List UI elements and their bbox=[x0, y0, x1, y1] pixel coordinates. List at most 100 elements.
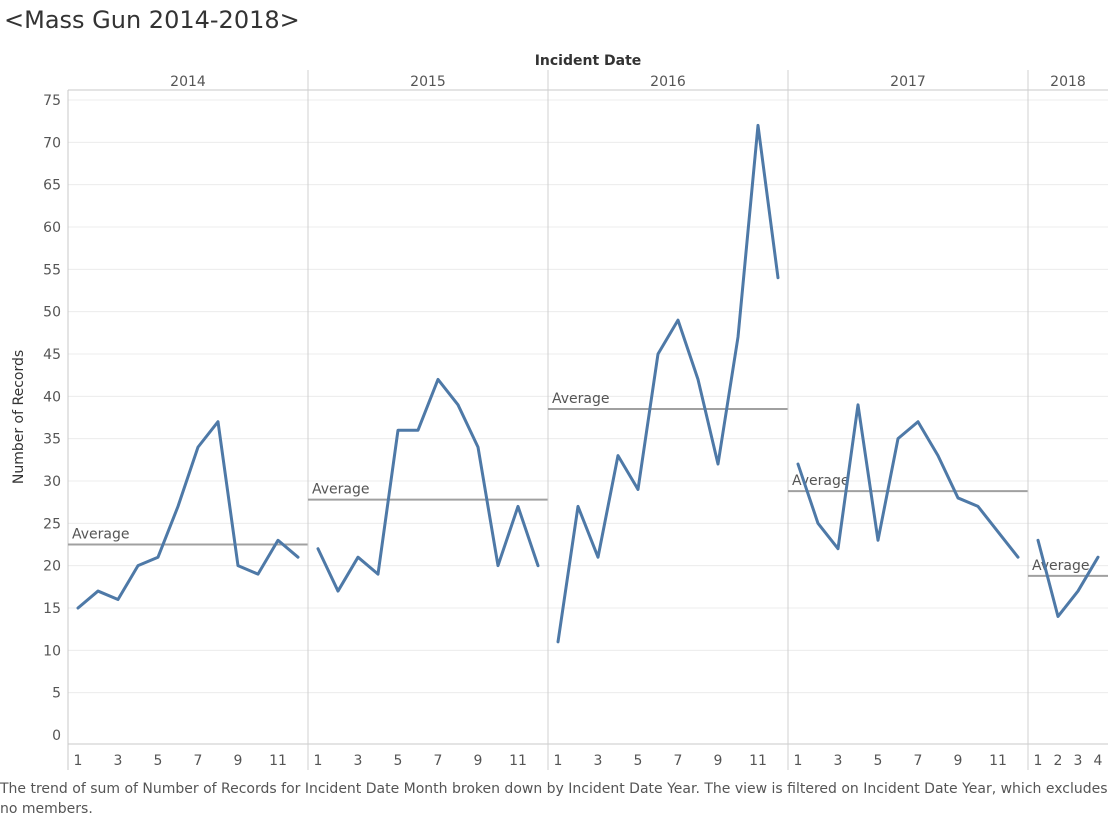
x-tick-label: 1 bbox=[74, 753, 83, 769]
x-tick-label: 5 bbox=[154, 753, 163, 769]
data-point bbox=[616, 454, 620, 458]
data-point bbox=[896, 437, 900, 441]
y-tick-label: 0 bbox=[52, 728, 61, 744]
panel-header-year: 2016 bbox=[650, 74, 686, 90]
x-tick-label: 9 bbox=[234, 753, 243, 769]
x-tick-label: 5 bbox=[634, 753, 643, 769]
y-tick-label: 25 bbox=[43, 516, 61, 532]
x-axis-title: Incident Date bbox=[535, 53, 642, 69]
data-point bbox=[396, 428, 400, 432]
x-tick-label: 1 bbox=[314, 753, 323, 769]
data-point bbox=[596, 555, 600, 559]
data-point bbox=[356, 555, 360, 559]
data-point bbox=[956, 496, 960, 500]
x-tick-label: 7 bbox=[194, 753, 203, 769]
data-point bbox=[676, 318, 680, 322]
data-point bbox=[916, 420, 920, 424]
data-point bbox=[996, 530, 1000, 534]
x-tick-label: 1 bbox=[1034, 753, 1043, 769]
data-point bbox=[416, 428, 420, 432]
data-point bbox=[656, 352, 660, 356]
x-tick-label: 7 bbox=[914, 753, 923, 769]
data-point bbox=[256, 572, 260, 576]
panel-header-year: 2018 bbox=[1050, 74, 1086, 90]
x-tick-label: 5 bbox=[394, 753, 403, 769]
data-point bbox=[736, 335, 740, 339]
y-tick-label: 65 bbox=[43, 178, 61, 194]
data-point bbox=[876, 538, 880, 542]
y-tick-label: 20 bbox=[43, 559, 61, 575]
data-point bbox=[336, 589, 340, 593]
data-point bbox=[696, 377, 700, 381]
data-point bbox=[536, 564, 540, 568]
x-tick-label: 9 bbox=[474, 753, 483, 769]
x-tick-label: 7 bbox=[674, 753, 683, 769]
series-line-2016 bbox=[556, 123, 780, 644]
data-point bbox=[116, 598, 120, 602]
y-tick-label: 55 bbox=[43, 262, 61, 278]
y-tick-label: 15 bbox=[43, 601, 61, 617]
x-tick-label: 11 bbox=[749, 753, 767, 769]
data-point bbox=[436, 377, 440, 381]
x-tick-label: 3 bbox=[354, 753, 363, 769]
data-point bbox=[196, 445, 200, 449]
data-point bbox=[496, 564, 500, 568]
data-point bbox=[456, 403, 460, 407]
x-tick-label: 3 bbox=[594, 753, 603, 769]
data-point bbox=[716, 462, 720, 466]
panel-header-year: 2015 bbox=[410, 74, 446, 90]
x-tick-label: 2 bbox=[1054, 753, 1063, 769]
data-point bbox=[856, 403, 860, 407]
average-label: Average bbox=[312, 482, 370, 498]
data-point bbox=[76, 606, 80, 610]
average-label: Average bbox=[72, 527, 130, 543]
y-tick-label: 75 bbox=[43, 93, 61, 109]
x-tick-label: 3 bbox=[834, 753, 843, 769]
y-tick-label: 50 bbox=[43, 305, 61, 321]
data-point bbox=[1096, 555, 1100, 559]
data-point bbox=[276, 538, 280, 542]
data-point bbox=[756, 123, 760, 127]
data-point bbox=[576, 504, 580, 508]
x-tick-label: 5 bbox=[874, 753, 883, 769]
y-tick-label: 35 bbox=[43, 432, 61, 448]
x-tick-label: 9 bbox=[954, 753, 963, 769]
data-point bbox=[836, 547, 840, 551]
y-tick-label: 40 bbox=[43, 389, 61, 405]
data-point bbox=[96, 589, 100, 593]
data-point bbox=[1056, 614, 1060, 618]
data-point bbox=[936, 454, 940, 458]
panel-header-year: 2017 bbox=[890, 74, 926, 90]
average-label: Average bbox=[1032, 558, 1090, 574]
y-tick-label: 70 bbox=[43, 135, 61, 151]
data-point bbox=[776, 276, 780, 280]
x-tick-label: 1 bbox=[794, 753, 803, 769]
y-axis-title: Number of Records bbox=[11, 350, 27, 484]
chart-caption: The trend of sum of Number of Records fo… bbox=[0, 781, 1108, 817]
y-tick-label: 10 bbox=[43, 643, 61, 659]
series-line-2015 bbox=[316, 377, 540, 593]
data-point bbox=[796, 462, 800, 466]
x-tick-label: 3 bbox=[1074, 753, 1083, 769]
panel-header-year: 2014 bbox=[170, 74, 206, 90]
data-point bbox=[516, 504, 520, 508]
average-label: Average bbox=[552, 391, 610, 407]
data-point bbox=[156, 555, 160, 559]
data-point bbox=[1016, 555, 1020, 559]
y-tick-label: 60 bbox=[43, 220, 61, 236]
data-point bbox=[816, 521, 820, 525]
x-tick-label: 11 bbox=[509, 753, 527, 769]
data-point bbox=[376, 572, 380, 576]
data-point bbox=[556, 640, 560, 644]
series-line-2014 bbox=[76, 420, 300, 610]
y-tick-label: 5 bbox=[52, 686, 61, 702]
data-point bbox=[1076, 589, 1080, 593]
x-tick-label: 11 bbox=[989, 753, 1007, 769]
series-line-2017 bbox=[796, 403, 1020, 559]
y-tick-label: 45 bbox=[43, 347, 61, 363]
data-point bbox=[236, 564, 240, 568]
x-tick-label: 1 bbox=[554, 753, 563, 769]
data-point bbox=[476, 445, 480, 449]
x-tick-label: 9 bbox=[714, 753, 723, 769]
